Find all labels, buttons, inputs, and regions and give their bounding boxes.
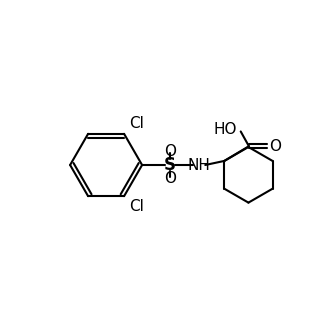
- Text: Cl: Cl: [129, 199, 144, 214]
- Text: O: O: [164, 144, 176, 159]
- Text: Cl: Cl: [129, 115, 144, 131]
- Text: NH: NH: [188, 157, 211, 173]
- Text: S: S: [164, 156, 176, 174]
- Text: HO: HO: [214, 122, 238, 137]
- Text: O: O: [270, 139, 281, 154]
- Text: O: O: [164, 171, 176, 186]
